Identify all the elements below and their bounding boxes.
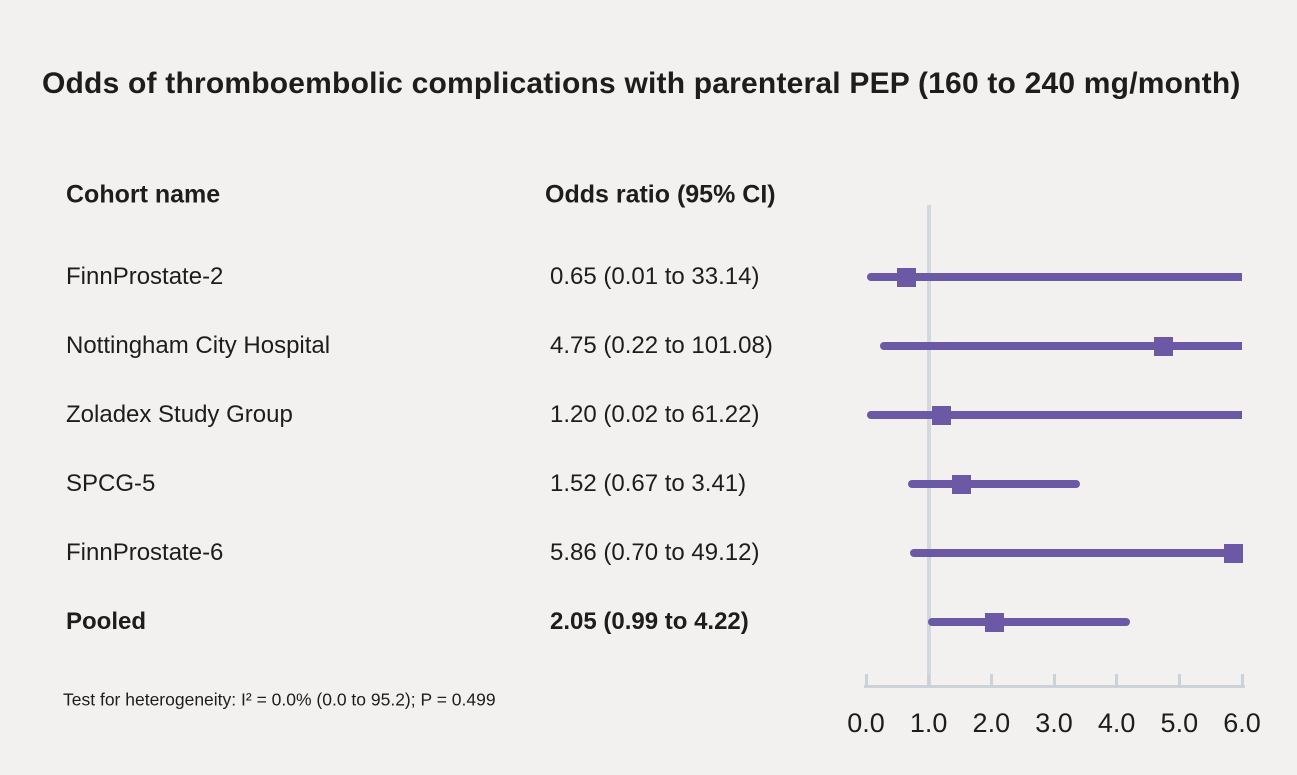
odds-ratio-value: 5.86 (0.70 to 49.12) — [550, 539, 760, 566]
cohort-label: SPCG-5 — [66, 470, 156, 497]
or-marker — [931, 405, 951, 425]
or-marker — [984, 612, 1004, 632]
ci-line — [866, 273, 1242, 281]
cohort-label: FinnProstate-6 — [66, 539, 224, 566]
x-axis-tick-label: 2.0 — [972, 708, 1011, 738]
or-marker — [1154, 336, 1174, 356]
odds-ratio-value: 2.05 (0.99 to 4.22) — [550, 608, 749, 635]
or-marker — [897, 267, 917, 287]
x-axis-tick — [927, 674, 931, 685]
odds-ratio-value: 4.75 (0.22 to 101.08) — [550, 332, 773, 359]
heterogeneity-footnote: Test for heterogeneity: I² = 0.0% (0.0 t… — [63, 689, 496, 710]
odds-ratio-value: 0.65 (0.01 to 33.14) — [550, 263, 760, 290]
or-marker — [951, 474, 971, 494]
cohort-label: Pooled — [66, 608, 147, 635]
x-axis-tick — [1115, 674, 1119, 685]
x-axis-tick-label: 4.0 — [1097, 708, 1136, 738]
column-header-odds-ratio: Odds ratio (95% CI) — [545, 180, 776, 209]
x-axis-tick — [1240, 674, 1244, 685]
x-axis-tick-label: 0.0 — [847, 708, 885, 738]
cohort-label: Nottingham City Hospital — [66, 332, 331, 359]
or-marker — [1223, 543, 1243, 563]
ci-line — [867, 411, 1242, 419]
ci-line — [879, 342, 1242, 350]
cohort-label: Zoladex Study Group — [66, 401, 293, 428]
x-axis-tick — [1177, 674, 1181, 685]
x-axis-tick — [864, 674, 868, 685]
chart-title: Odds of thromboembolic complications wit… — [42, 67, 1241, 100]
x-axis-tick-label: 6.0 — [1223, 708, 1261, 738]
x-axis-tick-label: 3.0 — [1035, 708, 1073, 738]
column-header-cohort: Cohort name — [66, 180, 221, 209]
x-axis-tick — [989, 674, 993, 685]
odds-ratio-value: 1.20 (0.02 to 61.22) — [550, 401, 760, 428]
odds-ratio-value: 1.52 (0.67 to 3.41) — [550, 470, 747, 497]
x-axis-tick-label: 1.0 — [909, 708, 948, 738]
ci-line — [928, 618, 1131, 626]
ci-line — [907, 480, 1080, 488]
x-axis-baseline — [864, 685, 1245, 688]
cohort-label: FinnProstate-2 — [66, 263, 224, 290]
reference-line — [926, 205, 931, 687]
ci-line — [909, 549, 1242, 557]
x-axis-tick-label: 5.0 — [1160, 708, 1199, 738]
x-axis-tick — [1052, 674, 1056, 685]
